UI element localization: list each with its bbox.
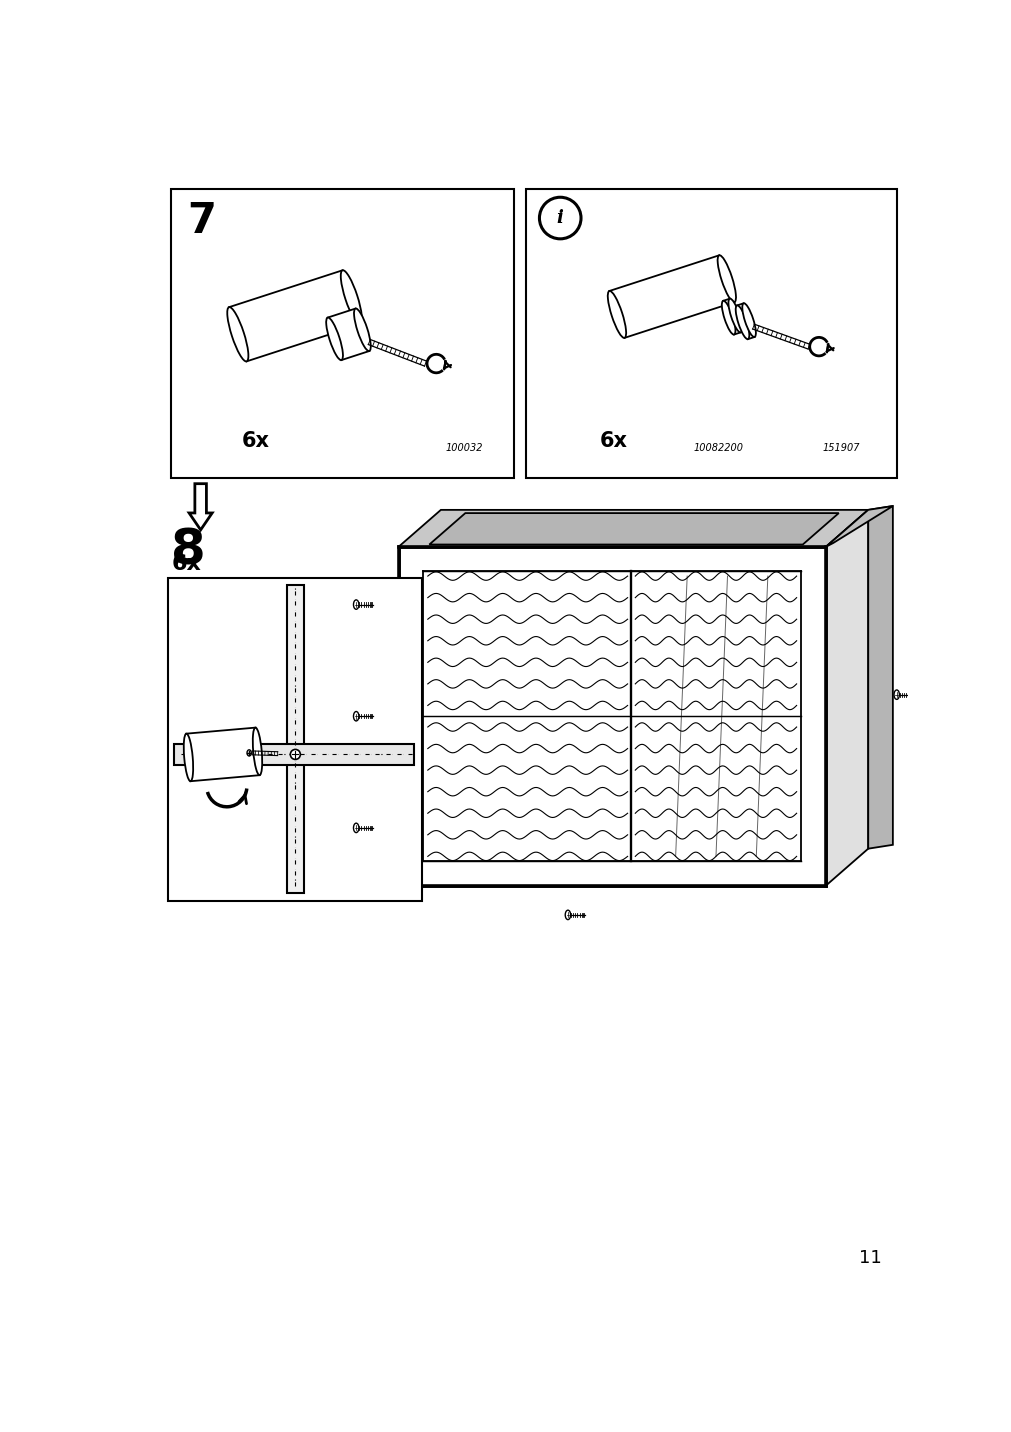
Polygon shape xyxy=(736,304,754,339)
Polygon shape xyxy=(825,510,867,885)
Bar xyxy=(286,586,303,894)
Polygon shape xyxy=(867,505,892,849)
Bar xyxy=(174,743,413,765)
Ellipse shape xyxy=(893,690,899,699)
Ellipse shape xyxy=(247,750,251,756)
Ellipse shape xyxy=(354,308,370,351)
Ellipse shape xyxy=(353,712,359,720)
Text: 6x: 6x xyxy=(171,554,201,574)
Ellipse shape xyxy=(717,255,735,302)
Polygon shape xyxy=(398,510,867,547)
Bar xyxy=(525,189,896,477)
Ellipse shape xyxy=(741,304,755,337)
Ellipse shape xyxy=(353,823,359,832)
Ellipse shape xyxy=(184,733,193,782)
Polygon shape xyxy=(189,484,212,530)
Text: 10082200: 10082200 xyxy=(693,444,742,454)
Circle shape xyxy=(539,198,580,239)
Ellipse shape xyxy=(353,600,359,609)
Text: 6x: 6x xyxy=(600,431,628,451)
Text: 8: 8 xyxy=(171,526,206,574)
Ellipse shape xyxy=(608,291,626,338)
Polygon shape xyxy=(328,308,369,359)
Polygon shape xyxy=(398,547,825,885)
Text: 100032: 100032 xyxy=(445,444,482,454)
Bar xyxy=(171,189,514,477)
Text: i: i xyxy=(556,209,563,228)
Ellipse shape xyxy=(565,911,570,919)
Ellipse shape xyxy=(341,271,362,325)
Polygon shape xyxy=(825,505,892,547)
Polygon shape xyxy=(429,513,838,544)
Polygon shape xyxy=(723,299,740,335)
Ellipse shape xyxy=(227,306,248,361)
Text: 6x: 6x xyxy=(242,431,270,451)
Ellipse shape xyxy=(721,301,735,335)
Ellipse shape xyxy=(728,299,741,332)
Text: 7: 7 xyxy=(187,200,215,242)
Polygon shape xyxy=(609,255,734,338)
Ellipse shape xyxy=(326,318,343,359)
Polygon shape xyxy=(228,271,360,361)
Polygon shape xyxy=(186,727,259,782)
Ellipse shape xyxy=(253,727,262,775)
Text: 151907: 151907 xyxy=(822,444,859,454)
Ellipse shape xyxy=(735,305,748,339)
Text: 11: 11 xyxy=(857,1249,881,1266)
Circle shape xyxy=(290,749,300,759)
Bar xyxy=(168,577,422,901)
